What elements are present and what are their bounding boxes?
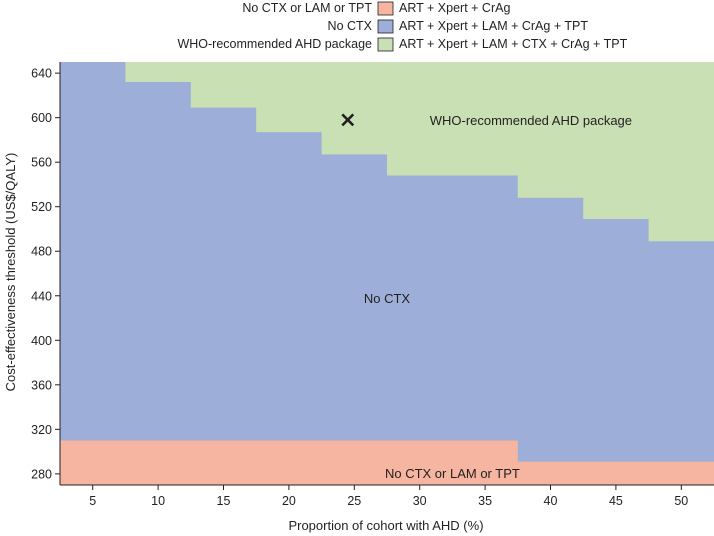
legend-label-art-xpert-crag: ART + Xpert + CrAg	[399, 1, 510, 15]
legend-swatch-blue	[377, 19, 394, 34]
x-tick-label: 35	[478, 494, 492, 508]
legend-swatch-green	[377, 37, 394, 52]
legend-swatch-salmon	[377, 1, 394, 16]
marker-x-stroke	[341, 113, 355, 127]
legend-label-art-xpert-lam-ctx-crag-tpt: ART + Xpert + LAM + CTX + CrAg + TPT	[399, 37, 628, 51]
legend: No CTX or LAM or TPT ART + Xpert + CrAg …	[177, 1, 628, 52]
region-label-no-ctx: No CTX	[364, 291, 411, 306]
x-tick-label: 45	[609, 494, 623, 508]
y-tick-label: 560	[31, 156, 52, 170]
y-tick-label: 440	[31, 289, 52, 303]
x-tick-label: 25	[347, 494, 361, 508]
y-tick-label: 360	[31, 378, 52, 392]
legend-label-art-xpert-lam-crag-tpt: ART + Xpert + LAM + CrAg + TPT	[399, 19, 588, 33]
axes: 5 10 15 20 25 30 35 40 45 50 280 320 360 400 440 480 520…	[31, 62, 714, 508]
current-scenario-marker	[341, 113, 355, 127]
x-tick-label: 30	[413, 494, 427, 508]
y-tick-label: 400	[31, 334, 52, 348]
legend-name-no-ctx-or-lam-or-tpt: No CTX or LAM or TPT	[242, 1, 372, 15]
region-no-ctx-or-lam-or-tpt	[60, 440, 714, 485]
x-tick-label: 50	[674, 494, 688, 508]
y-tick-label: 280	[31, 467, 52, 481]
y-tick-label: 480	[31, 245, 52, 259]
legend-name-who-package: WHO-recommended AHD package	[177, 37, 372, 51]
y-tick-label: 600	[31, 111, 52, 125]
region-label-who-package: WHO-recommended AHD package	[430, 113, 632, 128]
y-tick-label: 320	[31, 423, 52, 437]
x-tick-label: 10	[151, 494, 165, 508]
x-tick-label: 5	[89, 494, 96, 508]
x-axis-label: Proportion of cohort with AHD (%)	[288, 518, 483, 533]
y-tick-label: 640	[31, 67, 52, 81]
region-label-no-ctx-or-lam-or-tpt: No CTX or LAM or TPT	[385, 466, 520, 481]
region-no-ctx	[60, 62, 714, 485]
legend-name-no-ctx: No CTX	[328, 19, 373, 33]
x-tick-label: 15	[217, 494, 231, 508]
y-tick-label: 520	[31, 200, 52, 214]
y-axis-label: Cost-effectiveness threshold (US$/QALY)	[3, 153, 18, 392]
x-tick-label: 40	[544, 494, 558, 508]
x-tick-label: 20	[282, 494, 296, 508]
plot-regions	[60, 62, 714, 485]
